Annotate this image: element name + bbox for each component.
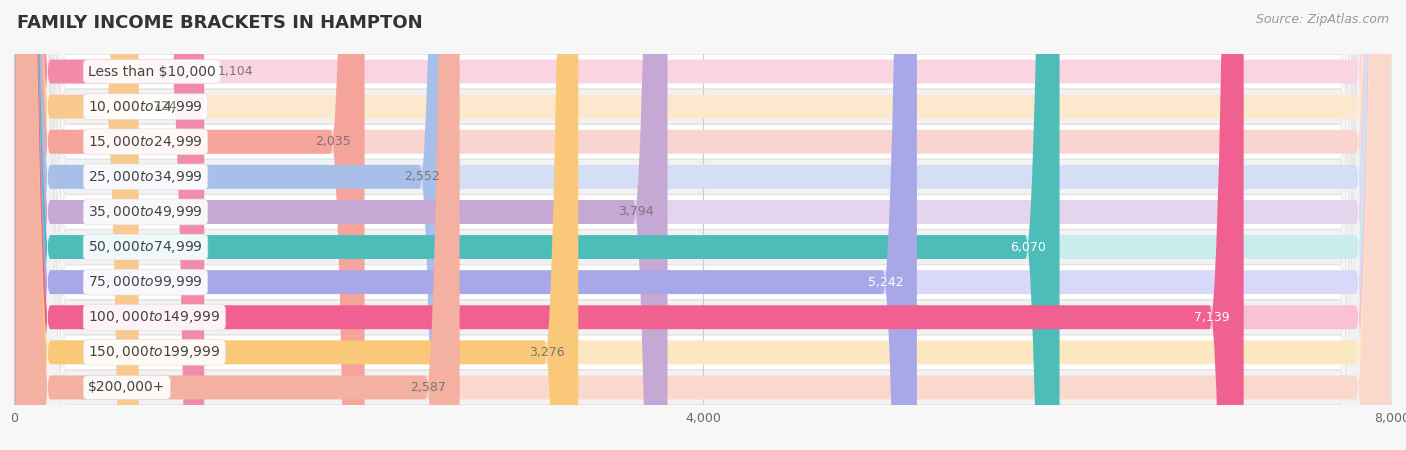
FancyBboxPatch shape (15, 0, 1244, 450)
FancyBboxPatch shape (14, 0, 1392, 450)
FancyBboxPatch shape (14, 0, 1392, 450)
FancyBboxPatch shape (15, 0, 1391, 450)
FancyBboxPatch shape (15, 0, 1391, 450)
FancyBboxPatch shape (14, 0, 1392, 450)
Text: 2,035: 2,035 (315, 135, 350, 148)
Text: Source: ZipAtlas.com: Source: ZipAtlas.com (1256, 14, 1389, 27)
Text: $75,000 to $99,999: $75,000 to $99,999 (89, 274, 202, 290)
Text: $15,000 to $24,999: $15,000 to $24,999 (89, 134, 202, 150)
Text: 724: 724 (152, 100, 176, 113)
FancyBboxPatch shape (14, 0, 1392, 450)
FancyBboxPatch shape (15, 0, 917, 450)
FancyBboxPatch shape (14, 0, 1392, 450)
FancyBboxPatch shape (14, 0, 1392, 450)
FancyBboxPatch shape (15, 0, 460, 450)
Text: 1,104: 1,104 (218, 65, 253, 78)
FancyBboxPatch shape (15, 0, 204, 450)
Text: 2,587: 2,587 (411, 381, 446, 394)
Text: 3,276: 3,276 (529, 346, 565, 359)
FancyBboxPatch shape (14, 0, 1392, 450)
Text: $10,000 to $14,999: $10,000 to $14,999 (89, 99, 202, 115)
Text: 2,552: 2,552 (404, 171, 440, 183)
FancyBboxPatch shape (15, 0, 364, 450)
Text: 7,139: 7,139 (1194, 311, 1230, 324)
FancyBboxPatch shape (15, 0, 1391, 450)
FancyBboxPatch shape (15, 0, 668, 450)
FancyBboxPatch shape (15, 0, 1391, 450)
FancyBboxPatch shape (15, 0, 139, 450)
Text: FAMILY INCOME BRACKETS IN HAMPTON: FAMILY INCOME BRACKETS IN HAMPTON (17, 14, 422, 32)
FancyBboxPatch shape (15, 0, 1391, 450)
Text: $50,000 to $74,999: $50,000 to $74,999 (89, 239, 202, 255)
FancyBboxPatch shape (15, 0, 1391, 450)
FancyBboxPatch shape (15, 0, 1391, 450)
Text: Less than $10,000: Less than $10,000 (89, 64, 217, 79)
FancyBboxPatch shape (15, 0, 1060, 450)
Text: $25,000 to $34,999: $25,000 to $34,999 (89, 169, 202, 185)
Text: 6,070: 6,070 (1010, 241, 1046, 253)
Text: $100,000 to $149,999: $100,000 to $149,999 (89, 309, 221, 325)
Text: 5,242: 5,242 (868, 276, 903, 288)
Text: $150,000 to $199,999: $150,000 to $199,999 (89, 344, 221, 360)
FancyBboxPatch shape (15, 0, 1391, 450)
FancyBboxPatch shape (14, 0, 1392, 450)
FancyBboxPatch shape (15, 0, 454, 450)
FancyBboxPatch shape (14, 0, 1392, 450)
FancyBboxPatch shape (15, 0, 1391, 450)
Text: 3,794: 3,794 (619, 206, 654, 218)
FancyBboxPatch shape (14, 0, 1392, 450)
Text: $200,000+: $200,000+ (89, 380, 166, 395)
FancyBboxPatch shape (15, 0, 578, 450)
FancyBboxPatch shape (15, 0, 1391, 450)
Text: $35,000 to $49,999: $35,000 to $49,999 (89, 204, 202, 220)
